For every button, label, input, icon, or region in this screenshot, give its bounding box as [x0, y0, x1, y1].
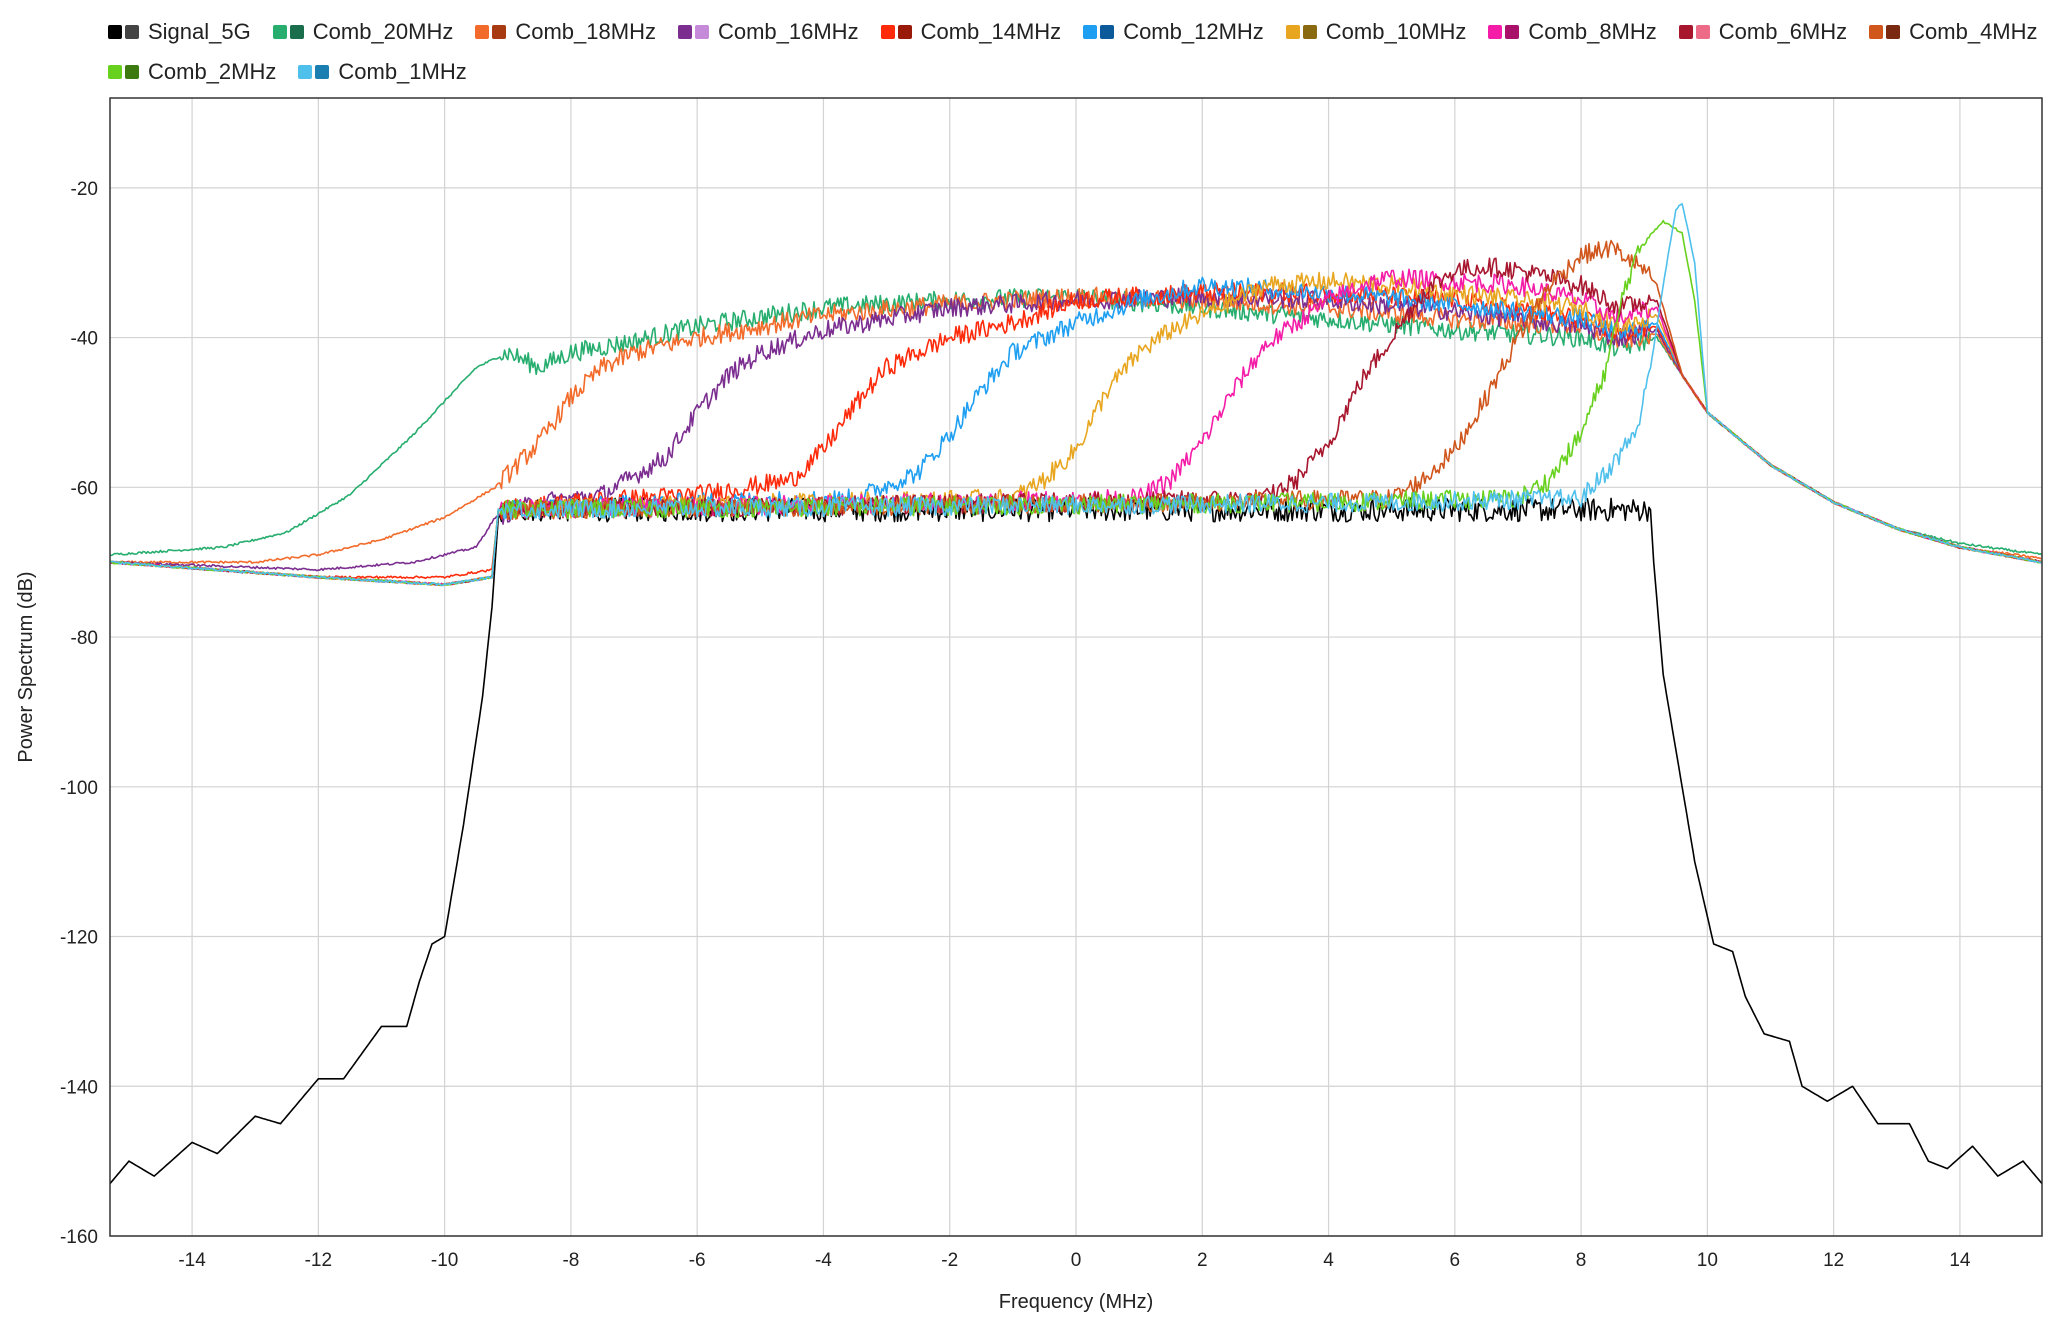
legend-label: Comb_8MHz: [1528, 19, 1657, 44]
legend-swatch-secondary: [1695, 25, 1710, 39]
legend-item-comb_2mhz[interactable]: Comb_2MHz: [108, 58, 276, 86]
x-tick-label: 14: [1949, 1250, 1971, 1271]
legend-swatch: [1488, 25, 1503, 39]
legend-item-comb_4mhz[interactable]: Comb_4MHz: [1869, 18, 2038, 46]
legend-label: Signal_5G: [148, 19, 251, 44]
legend-item-signal_5g[interactable]: Signal_5G: [108, 18, 251, 46]
legend-swatch: [677, 25, 692, 39]
x-tick-label: -6: [689, 1250, 706, 1271]
legend-swatch-secondary: [492, 25, 507, 39]
legend-label: Comb_1MHz: [338, 59, 467, 84]
legend-label: Comb_10MHz: [1325, 19, 1467, 44]
legend-swatch-secondary: [289, 25, 304, 39]
legend-swatch-secondary: [125, 65, 139, 79]
y-tick-label: -20: [71, 179, 98, 200]
x-tick-label: 2: [1197, 1250, 1208, 1271]
y-tick-label: -140: [60, 1077, 98, 1098]
legend-swatch-secondary: [125, 25, 139, 39]
axis-tick-labels: -14 -12 -10 -8 -6 -4 -2 0 2 4 6 8 10 12 14-20-40-60-80…: [60, 179, 1971, 1271]
x-tick-label: 6: [1450, 1250, 1461, 1271]
legend-item-comb_16mhz[interactable]: Comb_16MHz: [677, 18, 859, 46]
legend-swatch: [1285, 25, 1300, 39]
legend-label: Comb_4MHz: [1909, 19, 2038, 44]
legend-swatch: [108, 65, 122, 79]
chart-legend: Signal_5G Comb_20MHz Comb_18MHz Comb_16MHz C…: [108, 18, 2048, 86]
legend-label: Comb_12MHz: [1123, 19, 1264, 44]
x-tick-label: 4: [1323, 1250, 1334, 1271]
x-tick-label: -4: [815, 1250, 832, 1271]
legend-swatch-secondary: [694, 25, 709, 39]
series-line-comb_1mhz: [109, 203, 2043, 587]
legend-item-comb_18mhz[interactable]: Comb_18MHz: [475, 18, 656, 46]
x-tick-label: -8: [562, 1250, 579, 1271]
legend-item-comb_20mhz[interactable]: Comb_20MHz: [272, 18, 454, 46]
series-lines: [109, 203, 2043, 1185]
legend-swatch-secondary: [1302, 25, 1317, 39]
x-tick-label: 10: [1697, 1250, 1718, 1271]
grid-lines: [110, 98, 2042, 1237]
y-tick-label: -100: [60, 778, 98, 799]
y-tick-label: -120: [60, 928, 98, 949]
legend-label: Comb_16MHz: [717, 19, 859, 44]
legend-label: Comb_6MHz: [1718, 19, 1848, 44]
legend-swatch-secondary: [315, 65, 330, 79]
legend-swatch: [475, 25, 490, 39]
legend-swatch: [880, 25, 895, 39]
plot-frame: [109, 97, 2043, 1237]
x-tick-label: 8: [1576, 1250, 1587, 1271]
legend-swatch: [108, 25, 122, 39]
y-tick-label: -160: [60, 1227, 98, 1248]
x-axis-label: Frequency (MHz): [999, 1291, 1153, 1313]
x-tick-label: 0: [1071, 1250, 1082, 1271]
legend-label: Comb_20MHz: [312, 19, 454, 44]
legend-swatch-secondary: [1505, 25, 1520, 39]
legend-item-comb_12mhz[interactable]: Comb_12MHz: [1083, 18, 1264, 46]
legend-swatch: [298, 65, 313, 79]
legend-swatch-secondary: [1100, 25, 1115, 39]
x-tick-label: -10: [431, 1250, 458, 1271]
legend-swatch: [1869, 25, 1884, 39]
legend-item-comb_8mhz[interactable]: Comb_8MHz: [1488, 18, 1657, 46]
legend-item-comb_10mhz[interactable]: Comb_10MHz: [1285, 18, 1467, 46]
x-tick-label: -14: [178, 1250, 206, 1271]
x-tick-label: -12: [305, 1250, 332, 1271]
legend-label: Comb_18MHz: [515, 19, 656, 44]
x-tick-label: 12: [1823, 1250, 1844, 1271]
legend-item-comb_14mhz[interactable]: Comb_14MHz: [880, 18, 1062, 46]
legend-label: Comb_2MHz: [148, 59, 277, 84]
legend-label: Comb_14MHz: [920, 19, 1062, 44]
legend-swatch-secondary: [1886, 25, 1901, 39]
y-tick-label: -40: [71, 329, 98, 350]
legend-swatch-secondary: [897, 25, 912, 39]
y-tick-label: -80: [71, 628, 98, 649]
legend-item-comb_6mhz[interactable]: Comb_6MHz: [1678, 18, 1848, 46]
y-axis-label: Power Spectrum (dB): [15, 571, 37, 762]
y-tick-label: -60: [71, 478, 98, 499]
x-tick-label: -2: [941, 1250, 958, 1271]
legend-item-comb_1mhz[interactable]: Comb_1MHz: [298, 58, 467, 86]
legend-swatch: [272, 25, 287, 39]
legend-swatch: [1083, 25, 1098, 39]
legend-swatch: [1678, 25, 1693, 39]
